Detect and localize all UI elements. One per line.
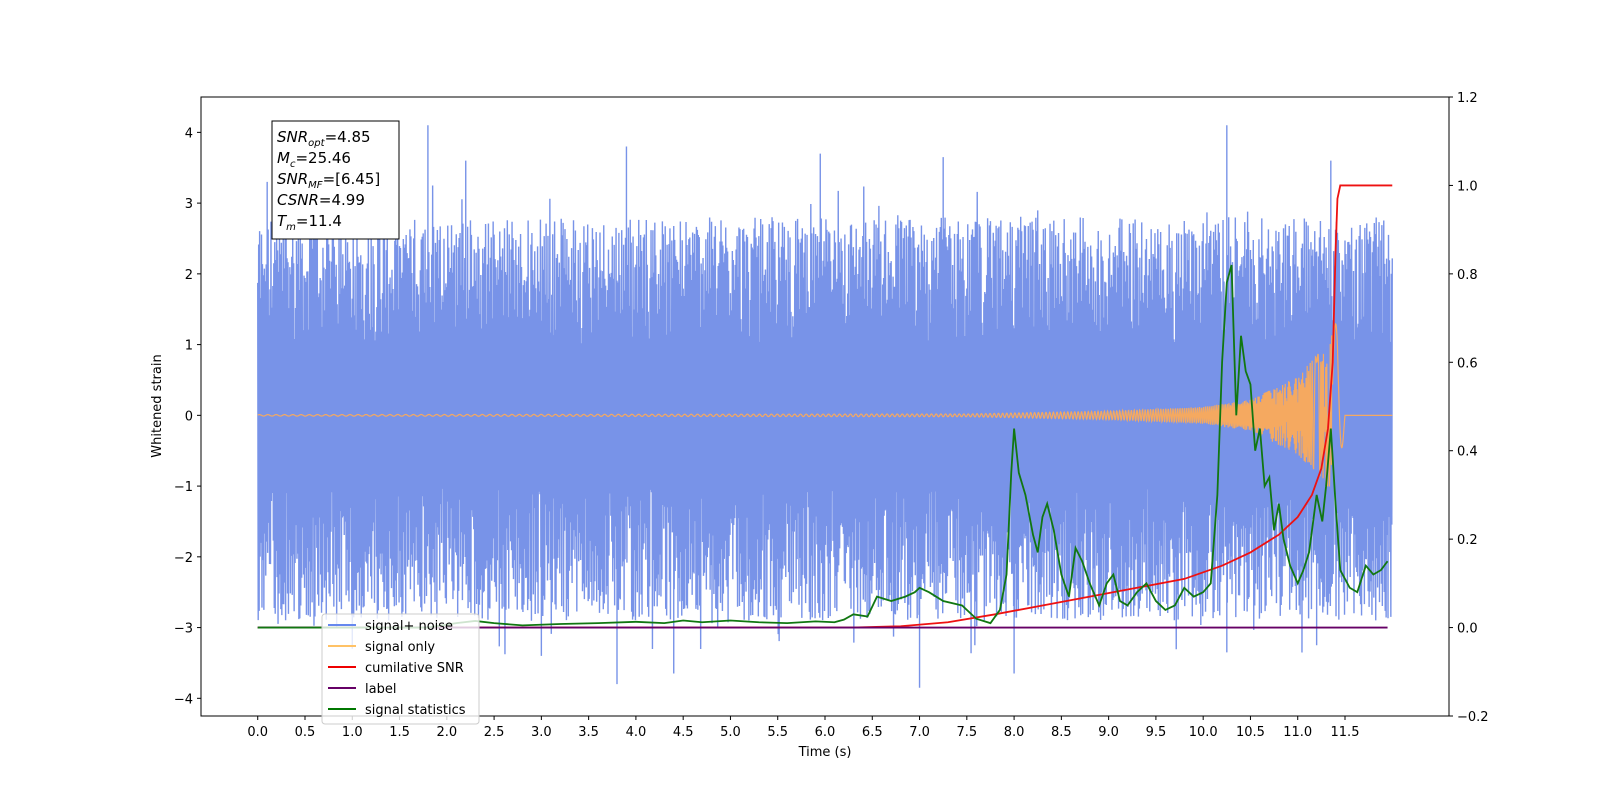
series-signal-only-line (257, 322, 1393, 487)
y-left-tick-label: 1 (185, 339, 193, 354)
y-axis-left: 4 3 2 1 0 −1 −2 −3 −4 (174, 126, 201, 707)
info-symbol: SNR (277, 170, 308, 188)
y-right-tick-label: 0.6 (1457, 356, 1478, 371)
y-left-tick-label: 0 (185, 409, 193, 424)
legend-label: cumilative SNR (365, 661, 464, 676)
y-right-tick-label: 0.8 (1457, 268, 1478, 283)
info-symbol: CSNR (277, 191, 319, 209)
x-tick-label: 4.0 (626, 725, 647, 740)
info-subscript: m (286, 222, 296, 233)
y-axis-label: Whitened strain (150, 354, 165, 457)
info-subscript: MF (308, 180, 323, 191)
x-axis: 0.0 0.5 1.0 1.5 2.0 2.5 3.0 3.5 4.0 4.5 5.0 5.5 6.0 6… (247, 716, 1359, 740)
x-tick-label: 2.5 (484, 725, 505, 740)
y-left-tick-label: −3 (174, 622, 193, 637)
info-value: =11.4 (296, 212, 342, 230)
y-left-tick-label: 4 (185, 126, 193, 141)
x-tick-label: 8.5 (1051, 725, 1072, 740)
legend-label: signal statistics (365, 703, 466, 718)
x-tick-label: 6.5 (862, 725, 883, 740)
legend-label: signal only (365, 640, 435, 655)
x-tick-label: 2.0 (436, 725, 457, 740)
x-tick-label: 0.0 (247, 725, 268, 740)
x-tick-label: 5.5 (767, 725, 788, 740)
info-line: SNRopt=4.85 (277, 128, 371, 149)
y-right-tick-label: −0.2 (1457, 710, 1489, 725)
info-subscript: c (290, 159, 296, 170)
x-tick-label: 4.5 (673, 725, 694, 740)
info-value: =25.46 (295, 149, 351, 167)
y-left-tick-label: −1 (174, 480, 193, 495)
x-tick-label: 8.0 (1004, 725, 1025, 740)
x-tick-label: 7.5 (956, 725, 977, 740)
info-value: =4.85 (325, 128, 371, 146)
x-tick-label: 9.0 (1098, 725, 1119, 740)
info-box-frame (271, 120, 400, 240)
series-signal-noise-line (257, 125, 1393, 688)
y-left-tick-label: 2 (185, 268, 193, 283)
y-left-tick-label: −4 (174, 692, 193, 707)
info-line: CSNR=4.99 (277, 191, 365, 209)
info-symbol: SNR (277, 128, 308, 146)
x-tick-label: 5.0 (720, 725, 741, 740)
y-right-tick-label: 0.2 (1457, 533, 1478, 548)
y-left-tick-label: 3 (185, 197, 193, 212)
info-symbol: M (277, 149, 290, 167)
x-tick-label: 3.5 (578, 725, 599, 740)
x-tick-label: 9.5 (1146, 725, 1167, 740)
series-cumilative-snr-line (257, 184, 1393, 629)
x-tick-label: 11.0 (1283, 725, 1312, 740)
y-left-tick-label: −2 (174, 551, 193, 566)
legend-label: signal+ noise (365, 619, 453, 634)
info-box: SNRopt=4.85Mc=25.46SNRMF=[6.45]CSNR=4.99… (271, 120, 400, 240)
info-value: =[6.45] (323, 170, 381, 188)
x-axis-label: Time (s) (798, 745, 852, 760)
y-right-tick-label: 1.2 (1457, 91, 1478, 106)
x-tick-label: 3.0 (531, 725, 552, 740)
plot-area (257, 125, 1393, 688)
plot-series (257, 125, 1393, 688)
x-tick-label: 6.0 (815, 725, 836, 740)
info-line: Mc=25.46 (277, 149, 351, 170)
x-tick-label: 10.5 (1236, 725, 1265, 740)
x-tick-label: 1.5 (389, 725, 410, 740)
series-signal-statistics-line (257, 264, 1389, 629)
info-symbol: T (277, 212, 288, 230)
y-axis-right: 1.2 1.0 0.8 0.6 0.4 0.2 0.0 −0.2 (1449, 91, 1489, 725)
y-right-tick-label: 0.0 (1457, 622, 1478, 637)
info-value: =4.99 (319, 191, 365, 209)
y-right-tick-label: 0.4 (1457, 445, 1478, 460)
legend: signal+ noise signal only cumilative SNR la… (321, 613, 480, 725)
x-tick-label: 11.5 (1331, 725, 1360, 740)
x-tick-label: 7.0 (909, 725, 930, 740)
info-line: SNRMF=[6.45] (277, 170, 380, 191)
x-tick-label: 10.0 (1189, 725, 1218, 740)
legend-label: label (365, 682, 396, 697)
info-subscript: opt (308, 138, 325, 149)
x-tick-label: 0.5 (295, 725, 316, 740)
y-right-tick-label: 1.0 (1457, 179, 1478, 194)
x-tick-label: 1.0 (342, 725, 363, 740)
legend-frame (321, 613, 480, 725)
info-line: Tm=11.4 (277, 212, 342, 233)
